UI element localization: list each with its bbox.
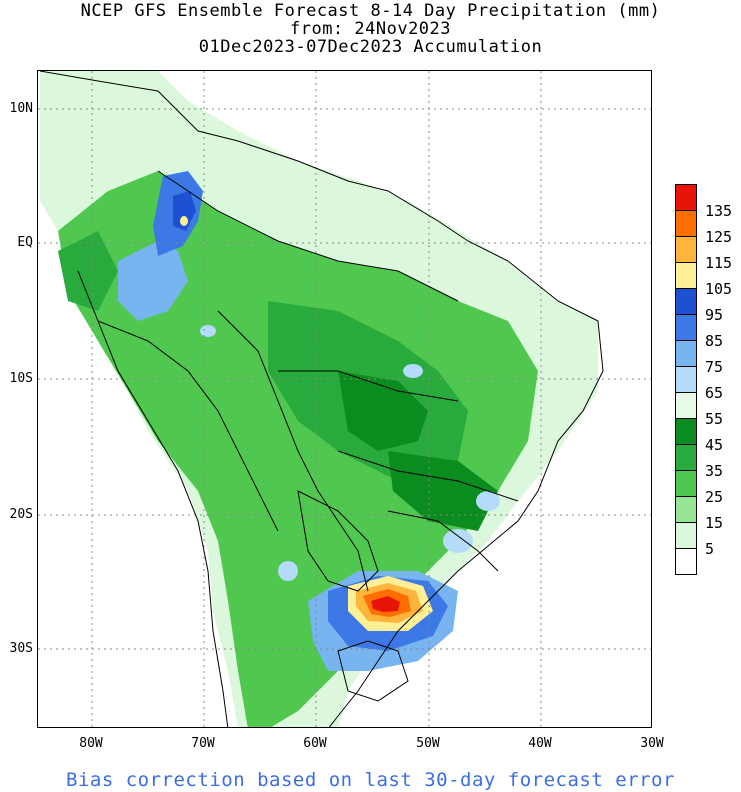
legend-swatch: [675, 236, 697, 263]
lon-label-70w: 70W: [191, 736, 215, 751]
precip-spot-4: [443, 529, 473, 553]
border-states-3: [387, 510, 499, 572]
legend-swatch: [675, 444, 697, 471]
coastline-continent: [39, 71, 604, 727]
border-brazil-north: [157, 170, 459, 302]
precip-spot-3: [476, 491, 500, 511]
title-line-3: 01Dec2023-07Dec2023 Accumulation: [198, 37, 543, 57]
lat-label-30s: 30S: [9, 641, 33, 656]
legend-label: 85: [705, 332, 724, 350]
legend-swatch: [675, 548, 697, 575]
precip-spot-2: [403, 364, 423, 378]
legend-swatch: [675, 314, 697, 341]
legend-label: 45: [705, 436, 724, 454]
legend-label: 35: [705, 462, 724, 480]
legend-label: 15: [705, 514, 724, 532]
lon-label-60w: 60W: [303, 736, 327, 751]
lon-label-50w: 50W: [416, 736, 440, 751]
legend-label: 135: [705, 202, 733, 220]
precip-south-red: [371, 596, 400, 612]
precip-amazon-yellow: [180, 216, 188, 226]
legend-label: 105: [705, 280, 733, 298]
legend-label: 115: [705, 254, 733, 272]
border-andes: [97, 320, 279, 532]
legend-label: 65: [705, 384, 724, 402]
precip-amazon-light-blue: [118, 241, 188, 321]
legend-label: 125: [705, 228, 733, 246]
legend-swatch: [675, 340, 697, 367]
border-paraguay: [297, 490, 379, 592]
legend-label: 95: [705, 306, 724, 324]
precip-spot-5: [278, 561, 298, 581]
land-dark-zone-3: [388, 451, 498, 531]
legend-label: 5: [705, 540, 715, 558]
land-mid-zone: [58, 171, 538, 727]
border-uruguay: [337, 640, 409, 702]
legend-swatch: [675, 418, 697, 445]
title-line-2: from: 24Nov2023: [289, 19, 452, 39]
lat-label-20s: 20S: [9, 507, 33, 522]
legend-swatch: [675, 470, 697, 497]
footer-note: Bias correction based on last 30-day for…: [66, 769, 675, 791]
land-dark-zone-2: [338, 371, 428, 451]
legend-swatch: [675, 392, 697, 419]
legend-swatch: [675, 496, 697, 523]
legend-swatch: [675, 210, 697, 237]
precip-amazon-deep-blue: [173, 191, 196, 231]
lat-label-eq: EQ: [17, 235, 33, 250]
legend-label: 55: [705, 410, 724, 428]
lat-label-10s: 10S: [9, 371, 33, 386]
border-brazil-west: [217, 310, 369, 592]
boundaries: [39, 71, 604, 727]
title-line-1: NCEP GFS Ensemble Forecast 8-14 Day Prec…: [80, 1, 661, 21]
precip-spot-1: [200, 325, 216, 337]
land-dark-zone-4: [58, 231, 118, 311]
legend-swatch: [675, 288, 697, 315]
coastline-west: [77, 270, 229, 727]
lon-label-30w: 30W: [640, 736, 664, 751]
graticule: [38, 71, 651, 727]
legend-colorbar: [675, 184, 697, 575]
map-frame: [37, 70, 652, 728]
legend-swatch: [675, 184, 697, 211]
legend-swatch: [675, 522, 697, 549]
precipitation-map: [38, 71, 651, 727]
legend-swatch: [675, 366, 697, 393]
border-states-2: [337, 450, 519, 502]
border-states-1: [278, 370, 459, 402]
legend-label: 25: [705, 488, 724, 506]
lon-label-40w: 40W: [528, 736, 552, 751]
lon-label-80w: 80W: [79, 736, 103, 751]
lat-label-10n: 10N: [9, 101, 33, 116]
legend-swatch: [675, 262, 697, 289]
legend-label: 75: [705, 358, 724, 376]
